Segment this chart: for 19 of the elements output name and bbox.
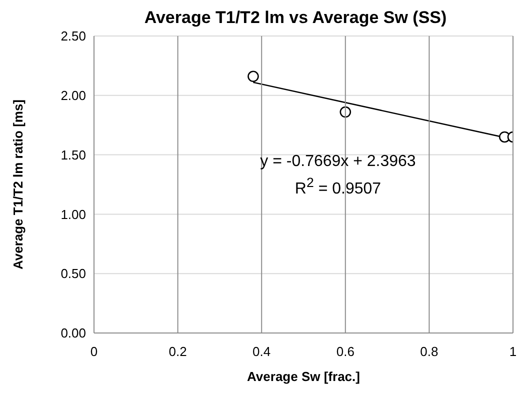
x-tick-label: 1 xyxy=(509,344,517,359)
point xyxy=(248,70,259,82)
chart-title: Average T1/T2 lm vs Average Sw (SS) xyxy=(143,8,448,28)
x-axis-title: Average Sw [frac.] xyxy=(247,369,360,384)
y-tick-label: 1.50 xyxy=(60,147,86,162)
annotation: R$^{2}$ = 0.9507 xyxy=(294,175,382,198)
x-tick-label: 0.8 xyxy=(420,344,438,359)
x-tick-label: 0.4 xyxy=(252,344,271,359)
annotation: y = -0.7669x + 2.3963 xyxy=(259,153,417,171)
y-tick-label: 0.00 xyxy=(60,326,86,341)
x-tick-label: 0.6 xyxy=(336,344,354,359)
y-tick-label: 1.00 xyxy=(60,206,86,222)
x-tick-label: 0.2 xyxy=(168,344,187,359)
y-tick-label: 2.50 xyxy=(60,28,86,44)
point xyxy=(340,106,352,118)
y-axis-title: Average T1/T2 lm ratio [ms] xyxy=(10,99,26,270)
y-tick-label: 0.50 xyxy=(60,266,86,282)
y-tick-label: 2.00 xyxy=(60,88,86,104)
x-tick-label: 0 xyxy=(90,344,98,359)
